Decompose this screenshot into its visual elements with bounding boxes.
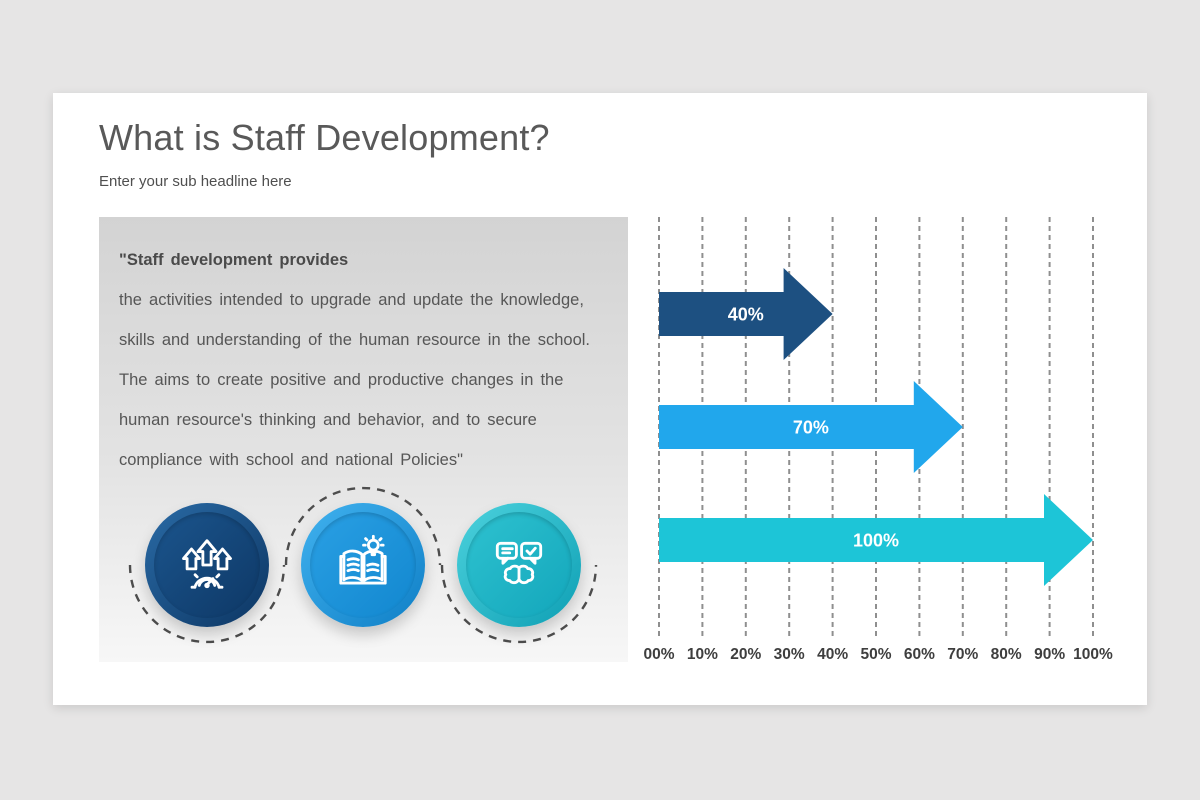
- x-axis-tick-label: 90%: [1034, 646, 1065, 663]
- circle-step-2: [301, 503, 425, 627]
- x-axis-tick-label: 40%: [817, 646, 848, 663]
- arrow-bar-value-label: 40%: [728, 305, 764, 325]
- chat-bubbles-brain-icon: [495, 541, 543, 585]
- dashed-arc-bottom: [128, 564, 286, 644]
- arrow-bar-chart: 00% 10% 20% 30% 40% 50% 60% 70% 80% 90% 100% 40% 70%…: [643, 217, 1113, 663]
- x-axis-tick-label: 100%: [1073, 646, 1113, 663]
- x-axis-tick-label: 10%: [687, 646, 718, 663]
- quote-line: human resource's thinking and behavior, …: [119, 411, 537, 429]
- page-title: What is Staff Development?: [99, 117, 550, 158]
- dashed-arc-bottom: [440, 564, 598, 644]
- arrow-bar-value-label: 100%: [853, 531, 899, 551]
- dashed-arc-top: [284, 486, 442, 566]
- arrow-bar: [659, 381, 963, 473]
- arrow-bar-value-label: 70%: [793, 418, 829, 438]
- x-axis-tick-label: 30%: [774, 646, 805, 663]
- x-axis-tick-label: 00%: [643, 646, 674, 663]
- arrow-bar: [659, 494, 1093, 586]
- circle-step-1: [145, 503, 269, 627]
- circle-step-3: [457, 503, 581, 627]
- arrow-bar: [659, 268, 833, 360]
- open-book-lightbulb-icon: [339, 534, 387, 585]
- x-axis-tick-label: 80%: [991, 646, 1022, 663]
- slide-card: What is Staff Development? Enter your su…: [53, 93, 1147, 705]
- quote-line: The aims to create positive and producti…: [119, 371, 564, 389]
- quote-line: skills and understanding of the human re…: [119, 331, 591, 349]
- x-axis-tick-label: 50%: [860, 646, 891, 663]
- growth-arrows-gauge-icon: [182, 539, 232, 589]
- page-subtitle: Enter your sub headline here: [99, 173, 292, 190]
- x-axis-tick-label: 70%: [947, 646, 978, 663]
- quote-line: the activities intended to upgrade and u…: [119, 291, 584, 309]
- quote-line-bold: "Staff development provides: [119, 251, 349, 269]
- x-axis-tick-label: 60%: [904, 646, 935, 663]
- quote-line: compliance with school and national Poli…: [119, 451, 463, 469]
- x-axis-tick-label: 20%: [730, 646, 761, 663]
